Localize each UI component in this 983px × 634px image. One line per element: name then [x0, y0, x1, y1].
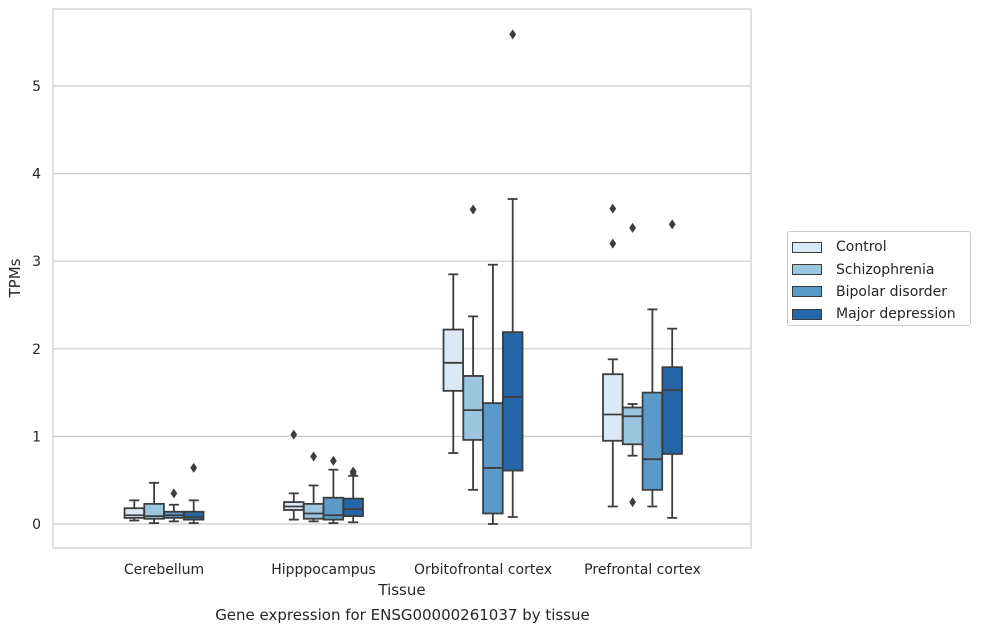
legend-item: Schizophrenia	[792, 258, 970, 280]
outlier-point	[509, 29, 517, 40]
box-control-0	[123, 499, 146, 522]
legend-item: Bipolar disorder	[792, 281, 970, 303]
outlier-point	[609, 238, 617, 249]
box-body	[661, 366, 683, 455]
x-tick-label: Hipppocampus	[271, 562, 376, 578]
legend: Control Schizophrenia Bipolar disorder Majo…	[787, 231, 971, 326]
outlier-point	[290, 429, 298, 440]
y-tick-label: 3	[32, 254, 41, 270]
legend-item: Control	[792, 236, 970, 258]
box-major-depression-1	[342, 466, 364, 524]
box-control-2	[442, 273, 465, 454]
legend-label: Schizophrenia	[836, 261, 935, 278]
outlier-point	[190, 462, 198, 473]
box-schizophrenia-3	[621, 222, 644, 508]
box-bipolar-disorder-1	[322, 455, 345, 525]
box-body	[482, 402, 504, 515]
outlier-point	[349, 468, 357, 479]
legend-swatch	[792, 308, 822, 320]
box-body	[621, 406, 644, 446]
plot-frame	[52, 8, 752, 549]
boxplot-marks	[123, 29, 683, 525]
outlier-point	[330, 455, 337, 466]
box-body	[302, 502, 325, 520]
legend-item: Major depression	[792, 303, 970, 325]
box-body	[123, 507, 146, 519]
box-schizophrenia-1	[302, 451, 325, 523]
box-body	[322, 496, 345, 521]
legend-label: Major depression	[836, 306, 956, 323]
legend-swatch	[792, 241, 822, 253]
outlier-point	[609, 203, 617, 214]
x-tick-label: Orbitofrontal cortex	[414, 562, 552, 578]
outlier-point	[170, 488, 178, 499]
outlier-point	[629, 222, 636, 233]
box-body	[641, 391, 664, 491]
box-major-depression-3	[661, 219, 683, 519]
box-body	[442, 328, 465, 392]
box-body	[462, 375, 484, 441]
y-tick-labels: 0 1 2 3 4 5	[32, 79, 41, 533]
y-tick-label: 0	[32, 517, 41, 533]
legend-label: Control	[836, 239, 887, 256]
x-tick-labels: Cerebellum Hipppocampus Orbitofrontal cort…	[124, 562, 701, 578]
box-body	[182, 510, 205, 521]
legend-label: Bipolar disorder	[836, 283, 948, 300]
outlier-point	[469, 204, 477, 215]
box-body	[342, 497, 364, 518]
legend-swatch	[792, 286, 822, 298]
y-tick-label: 1	[32, 429, 41, 445]
y-tick-label: 4	[32, 167, 41, 183]
outlier-point	[629, 497, 636, 508]
outlier-point	[668, 219, 676, 230]
box-body	[602, 373, 624, 442]
x-axis-title: Tissue	[377, 581, 425, 599]
y-tick-label: 5	[32, 79, 41, 95]
box-major-depression-2	[501, 29, 524, 518]
box-bipolar-disorder-2	[482, 263, 504, 525]
x-tick-label: Cerebellum	[124, 562, 204, 578]
box-bipolar-disorder-0	[163, 488, 185, 523]
y-tick-label: 2	[32, 342, 41, 358]
outlier-point	[310, 451, 317, 462]
chart-caption: Gene expression for ENSG00000261037 by t…	[215, 606, 590, 624]
legend-swatch	[792, 264, 822, 276]
box-major-depression-0	[182, 462, 205, 525]
y-axis-title: TPMs	[6, 258, 24, 298]
box-body	[501, 331, 524, 472]
x-tick-label: Prefrontal cortex	[584, 562, 701, 578]
